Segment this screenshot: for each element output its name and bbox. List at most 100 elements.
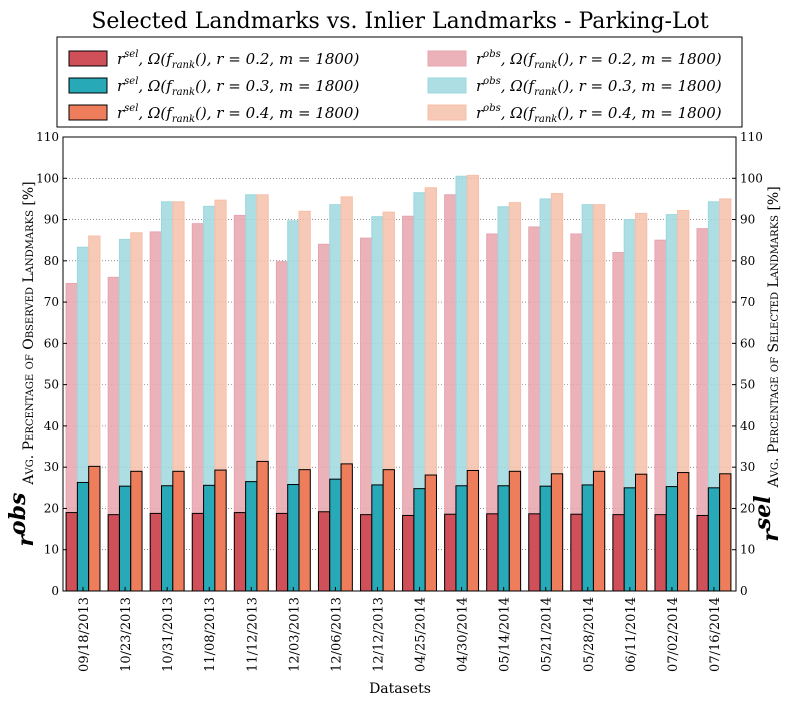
bar (149, 512, 163, 592)
y-axis-right-label: rsel Avg. Percentage of Selected Landmark… (750, 186, 784, 541)
y-right-tick-label: 80 (740, 254, 755, 268)
y-left-tick-label: 10 (44, 543, 59, 557)
y-left-tick-label: 40 (44, 419, 59, 433)
legend-label-part: sel (124, 49, 138, 60)
y-right-tick-label: 110 (740, 130, 763, 144)
x-tick-label: 11/08/2013 (203, 597, 218, 672)
legend-label-part: sel (124, 76, 138, 87)
legend-swatch (427, 104, 467, 121)
y-left-tick-label: 80 (44, 254, 59, 268)
legend-label-part: (), r = 0.3, m = 1800) (195, 77, 359, 95)
legend-label-part: , Ω(f (501, 50, 537, 68)
legend-swatch (427, 77, 467, 94)
legend-label-part: rank (534, 87, 557, 98)
y-right-symbol: r (758, 529, 784, 542)
y-left-sup: obs (5, 493, 31, 535)
bar (413, 488, 426, 592)
y-left-tick-label: 0 (51, 584, 59, 598)
x-tick-label: 10/31/2013 (161, 597, 176, 672)
bar (486, 513, 499, 592)
legend-frame (56, 36, 743, 128)
legend-label: robs, Ω(frank(), r = 0.2, m = 1800) (476, 49, 722, 71)
y-left-tick-label: 110 (36, 130, 59, 144)
legend-label-part: rank (172, 87, 195, 98)
y-left-tick-label: 90 (44, 213, 59, 227)
legend-label-part: rank (534, 60, 557, 71)
y-right-text: Avg. Percentage of Selected Landmarks [%… (766, 186, 782, 488)
y-right-tick-label: 70 (740, 295, 755, 309)
bar (256, 460, 269, 592)
chart-title: Selected Landmarks vs. Inlier Landmarks … (91, 9, 709, 34)
bar (528, 513, 541, 592)
bar (707, 487, 721, 592)
bar (371, 484, 384, 592)
bar (329, 478, 342, 592)
legend-label-part: (), r = 0.4, m = 1800) (557, 104, 721, 122)
x-tick-label: 11/12/2013 (245, 597, 260, 672)
y-left-tick-label: 50 (44, 378, 59, 392)
legend-label: rsel, Ω(frank(), r = 0.2, m = 1800) (117, 49, 359, 71)
y-axis-left: 0 10 20 30 40 50 60 70 80 90 100 110 (36, 130, 67, 598)
x-tick-label: 12/12/2013 (371, 597, 386, 672)
legend-label-part: rank (172, 60, 195, 71)
y-right-tick-label: 100 (740, 171, 763, 185)
legend-label-part: , Ω(f (138, 104, 174, 122)
y-right-tick-label: 20 (740, 501, 755, 515)
x-tick-label: 07/16/2014 (708, 597, 723, 672)
y-left-tick-label: 20 (44, 501, 59, 515)
bar (130, 470, 143, 592)
y-left-tick-label: 70 (44, 295, 59, 309)
legend-label: robs, Ω(frank(), r = 0.3, m = 1800) (476, 76, 722, 98)
y-right-sup: sel (750, 495, 776, 531)
y-left-tick-label: 30 (44, 460, 59, 474)
bar (76, 481, 90, 592)
y-right-tick-label: 40 (740, 419, 755, 433)
x-tick-label: 09/18/2013 (77, 597, 92, 672)
x-tick-label: 04/30/2014 (456, 597, 471, 672)
bar (203, 484, 216, 592)
bar (317, 511, 331, 592)
bar (65, 512, 78, 592)
bar (233, 512, 247, 592)
bar (107, 514, 120, 592)
legend-label: rsel, Ω(frank(), r = 0.3, m = 1800) (117, 76, 359, 98)
legend: rsel, Ω(frank(), r = 0.2, m = 1800) robs,… (56, 36, 743, 128)
y-right-tick-label: 0 (740, 584, 748, 598)
y-right-tick-label: 90 (740, 213, 755, 227)
y-right-tick-label: 30 (740, 460, 755, 474)
bar (287, 484, 300, 592)
bar (550, 473, 564, 592)
bar (508, 470, 522, 592)
y-left-symbol: r (13, 534, 39, 547)
legend-swatch (68, 50, 108, 67)
legend-label-part: r (476, 50, 484, 68)
x-axis: 09/18/2013 10/23/2013 10/31/2013 11/08/2013… (77, 587, 723, 672)
legend-swatch (427, 50, 467, 67)
bar (623, 487, 636, 592)
x-tick-label: 05/14/2014 (498, 597, 513, 672)
legend-label-part: , Ω(f (138, 77, 174, 95)
y-right-tick-label: 10 (740, 543, 755, 557)
legend-swatch (68, 77, 108, 94)
legend-swatch (68, 104, 108, 121)
legend-label: robs, Ω(frank(), r = 0.4, m = 1800) (476, 103, 722, 125)
legend-label-part: rank (172, 114, 195, 125)
x-tick-label: 05/28/2014 (582, 597, 597, 672)
bar (360, 514, 373, 592)
bar (340, 463, 353, 592)
legend-label-part: obs (483, 76, 501, 87)
x-tick-label: 07/02/2014 (666, 597, 681, 672)
bar (118, 485, 132, 592)
bar (245, 481, 258, 592)
bar (172, 470, 185, 592)
bar (161, 485, 174, 592)
bar (581, 484, 594, 592)
x-tick-label: 12/06/2013 (329, 597, 344, 672)
plot-frame (62, 136, 737, 592)
bar (612, 514, 625, 592)
bar (592, 470, 606, 592)
bar (382, 469, 395, 592)
legend-label-part: (), r = 0.2, m = 1800) (557, 50, 721, 68)
bars (65, 174, 732, 592)
